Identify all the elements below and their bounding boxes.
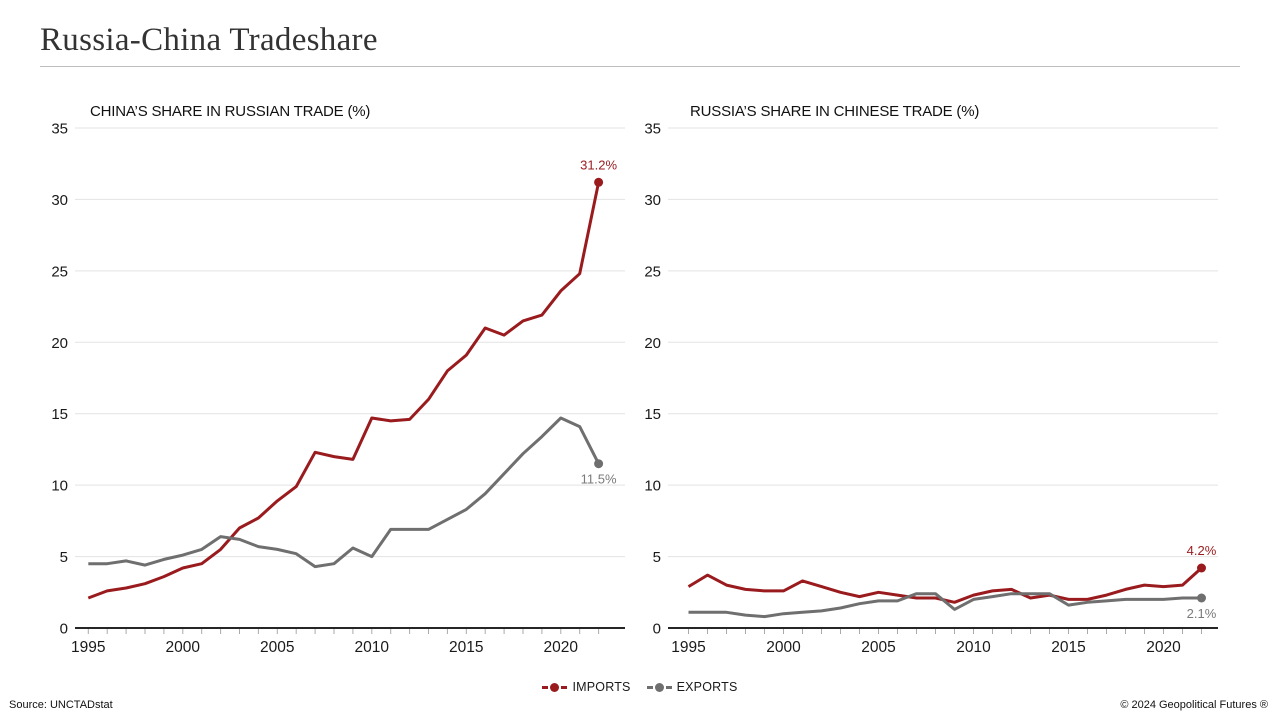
legend-item-imports: IMPORTS <box>542 680 630 694</box>
x-axis-label: 2005 <box>260 639 294 656</box>
exports-line <box>88 416 600 569</box>
exports-line-marker-icon <box>646 682 672 692</box>
left-chart: 0 5 10 15 20 25 30 35 1995 2000 2005 2010 2015 2020 31… <box>51 121 625 656</box>
exports-end-dot <box>594 459 604 469</box>
exports-end-value-label: 2.1% <box>1187 606 1217 621</box>
x-axis-label: 2010 <box>956 639 991 656</box>
y-axis-label: 30 <box>51 192 68 209</box>
imports-end-value-label: 31.2% <box>580 157 617 172</box>
imports-line-marker-icon <box>542 682 568 692</box>
exports-line <box>688 592 1202 619</box>
exports-end-dot <box>1197 593 1206 603</box>
x-axis-label: 2015 <box>449 639 483 656</box>
y-axis-label: 30 <box>644 192 661 209</box>
source-note: Source: UNCTADstat <box>9 699 113 711</box>
y-axis-label: 25 <box>644 263 661 280</box>
x-axis-label: 1995 <box>71 639 105 656</box>
y-axis-label: 0 <box>60 621 68 638</box>
y-axis-label: 5 <box>653 549 661 566</box>
imports-end-dot <box>594 177 604 187</box>
x-axis-label: 2000 <box>766 639 801 656</box>
y-axis-label: 20 <box>51 335 68 352</box>
x-axis-label: 2020 <box>544 639 579 656</box>
right-chart-title: RUSSIA’S SHARE IN CHINESE TRADE (%) <box>690 103 980 120</box>
page-title: Russia-China Tradeshare <box>40 22 378 58</box>
y-axis-label: 35 <box>644 121 661 138</box>
y-axis-label: 10 <box>51 478 68 495</box>
y-axis-label: 10 <box>644 478 661 495</box>
imports-line <box>87 181 601 600</box>
legend-label-imports: IMPORTS <box>572 680 631 694</box>
y-axis-label: 20 <box>644 335 661 352</box>
exports-end-value-label: 11.5% <box>581 472 617 487</box>
x-axis-label: 1995 <box>671 639 705 656</box>
imports-end-dot <box>1197 563 1206 573</box>
y-axis-label: 0 <box>653 621 661 638</box>
y-axis-label: 35 <box>51 121 68 138</box>
legend-label-exports: EXPORTS <box>676 680 738 694</box>
y-axis-label: 25 <box>51 263 68 280</box>
header-divider <box>40 66 1240 67</box>
left-chart-title: CHINA’S SHARE IN RUSSIAN TRADE (%) <box>90 103 371 120</box>
chart-legend: IMPORTS EXPORTS <box>0 680 1280 694</box>
y-axis-label: 5 <box>60 549 68 566</box>
x-axis-label: 2010 <box>355 639 390 656</box>
x-axis-label: 2005 <box>861 639 895 656</box>
y-axis-label: 15 <box>51 406 68 423</box>
x-axis-label: 2015 <box>1051 639 1085 656</box>
copyright-note: © 2024 Geopolitical Futures ® <box>1120 699 1268 711</box>
x-axis-label: 2000 <box>166 639 201 656</box>
legend-item-exports: EXPORTS <box>646 680 738 694</box>
imports-line <box>687 566 1203 604</box>
y-axis-label: 15 <box>644 406 661 423</box>
right-chart: 0 5 10 15 20 25 30 35 1995 2000 2005 2010 2015 2020 4.… <box>644 121 1218 656</box>
x-axis-label: 2020 <box>1146 639 1181 656</box>
imports-end-value-label: 4.2% <box>1187 543 1217 558</box>
